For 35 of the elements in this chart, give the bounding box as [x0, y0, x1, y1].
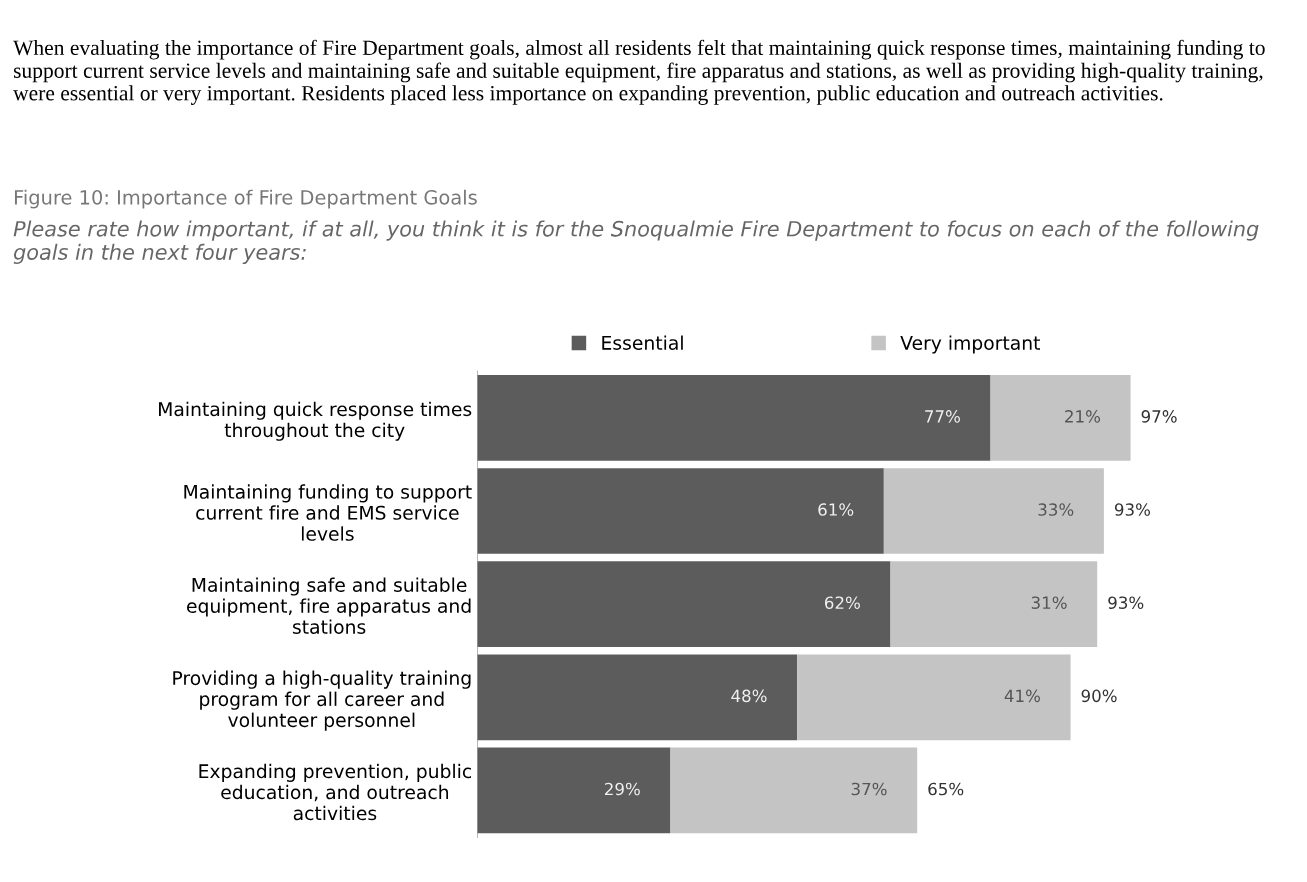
legend-label: Essential	[602, 335, 683, 350]
y-tick-label: Providing a high-quality training program for all career and volunteer personnel	[173, 670, 471, 731]
bar	[883, 468, 1104, 554]
text: When evaluating the importance of Fire Department goals, almost all residents felt that maintaining quick response times, maintaining funding to support current service levels and maintaining safe and suitable equipment, fire apparatus and stations, as well as providing high-quality training, were essential or very important. Residents placed less importance on expanding prevention, public education and outreach activities.	[13, 39, 1265, 105]
data-label: 62%	[824, 596, 860, 610]
bar	[477, 654, 798, 741]
legend-label: Very important	[900, 335, 1041, 354]
y-tick-label: Maintaining funding to support current fire and EMS service levels	[184, 484, 472, 541]
y-tick-label: Maintaining quick response times throughout the city	[159, 401, 472, 441]
data-label: 29%	[604, 782, 640, 796]
y-tick-label: Maintaining safe and suitable equipment, fire apparatus and stations	[187, 577, 471, 634]
total-label: 93%	[1108, 596, 1144, 610]
chart-subtitle: Please rate how important, if at all, you think it is for the Snoqualmie Fire Department to focus on each of the following goals in the next four years:	[13, 220, 1259, 264]
total-label: 97%	[1141, 410, 1177, 423]
bar	[990, 375, 1131, 461]
data-label: 31%	[1031, 596, 1067, 610]
bar	[477, 561, 891, 648]
total-label: 93%	[1114, 503, 1151, 516]
data-label: 21%	[1065, 410, 1101, 423]
bar	[670, 747, 918, 834]
bar	[477, 375, 991, 461]
bar	[797, 654, 1071, 741]
data-label: 33%	[1038, 503, 1074, 516]
y-tick-label: Expanding prevention, public education, and outreach activities	[199, 763, 472, 821]
bar	[890, 561, 1098, 648]
data-label: 37%	[851, 782, 887, 796]
data-label: 41%	[1004, 689, 1040, 703]
text: Figure 10: Importance of Fire Department Goals	[14, 189, 477, 209]
total-label: 90%	[1081, 689, 1117, 703]
bar	[477, 468, 884, 554]
data-label: 77%	[925, 410, 960, 423]
data-label: 61%	[818, 503, 854, 516]
bar	[477, 747, 671, 834]
data-label: 48%	[731, 689, 767, 703]
total-label: 65%	[928, 782, 964, 796]
